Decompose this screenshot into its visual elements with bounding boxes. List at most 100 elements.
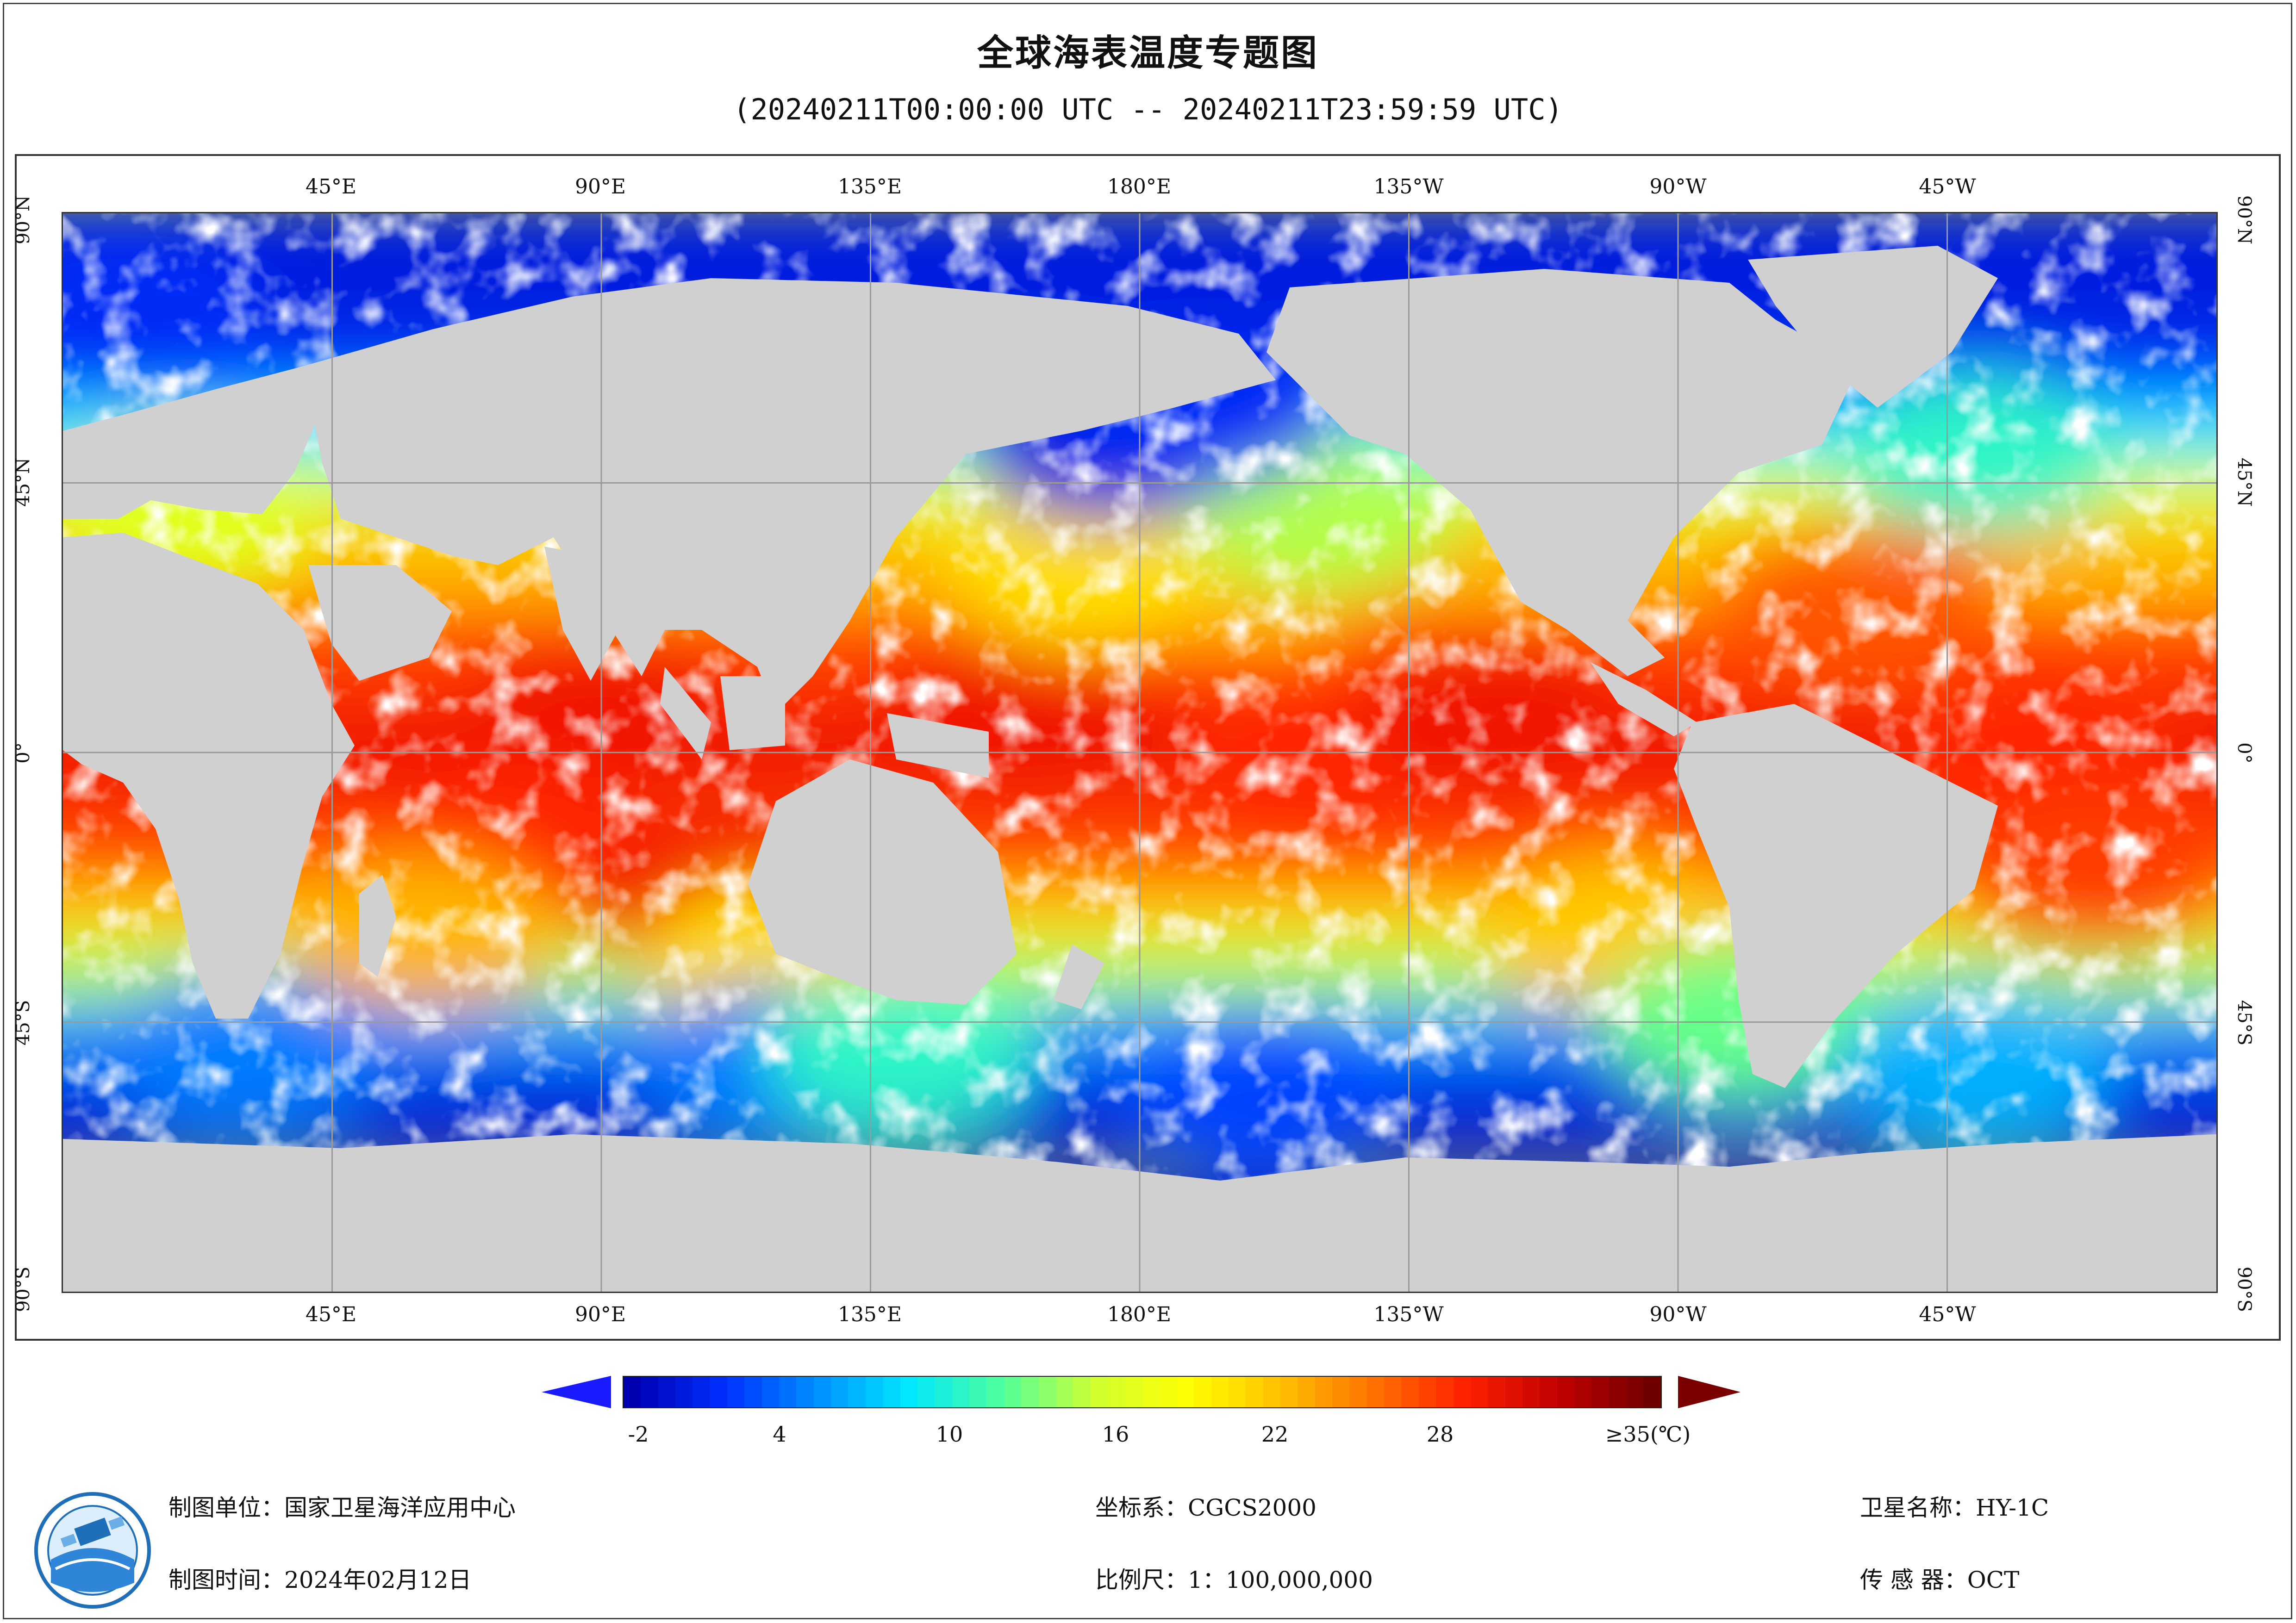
colorbar-cell (1280, 1377, 1298, 1407)
colorbar-cell (1211, 1377, 1229, 1407)
land-central-america (1591, 662, 1697, 736)
time-range-subtitle: (20240211T00:00:00 UTC -- 20240211T23:59… (733, 93, 1563, 126)
nsoas-logo (32, 1490, 153, 1611)
land-india (544, 547, 642, 681)
lat-label-right-45n: 45°N (2234, 458, 2255, 507)
colorbar-cell (624, 1377, 641, 1407)
colorbar-cell (986, 1377, 1004, 1407)
lon-label-bottom-90w: 90°W (1649, 1303, 1707, 1326)
colorbar-cell (1540, 1377, 1557, 1407)
colorbar-tick-minus2: -2 (628, 1422, 649, 1447)
land-japan (836, 454, 887, 565)
colorbar-cell (883, 1377, 900, 1407)
colorbar-cell (1073, 1377, 1091, 1407)
colorbar-cell (1107, 1377, 1125, 1407)
lon-label-top-90e: 90°E (574, 175, 626, 199)
colorbar-cell (1384, 1377, 1402, 1407)
colorbar-cell (1591, 1377, 1609, 1407)
lat-label-right-90n: 90°N (2234, 195, 2255, 244)
land-north-america (1267, 269, 1859, 676)
colorbar-cell (969, 1377, 987, 1407)
colorbar-cell (1366, 1377, 1385, 1407)
lon-label-bottom-90e: 90°E (574, 1303, 626, 1326)
colorbar-cell (675, 1377, 693, 1407)
land-europe (63, 366, 322, 519)
lat-label-left-45s: 45°S (12, 1000, 34, 1046)
colorbar-cell (761, 1377, 780, 1407)
colorbar-cell (1038, 1377, 1056, 1407)
colorbar-tick-28: 28 (1426, 1422, 1454, 1447)
lon-label-bottom-45e: 45°E (305, 1303, 357, 1326)
colorbar-cell (1159, 1377, 1177, 1407)
colorbar-cell (1470, 1377, 1488, 1407)
lat-label-left-45n: 45°N (12, 458, 34, 507)
lon-label-bottom-180: 180°E (1107, 1303, 1172, 1326)
colorbar-cell (935, 1377, 952, 1407)
colorbar-cell (1021, 1377, 1039, 1407)
lat-label-right-0: 0° (2234, 742, 2255, 764)
colorbar-cell (641, 1377, 658, 1407)
colorbar-cell (1124, 1377, 1142, 1407)
outer-frame (3, 3, 2292, 1619)
colorbar-cell (1194, 1377, 1211, 1407)
lon-label-bottom-135w: 135°W (1373, 1303, 1444, 1326)
land-madagascar (359, 875, 396, 977)
sst-map[interactable] (62, 212, 2218, 1293)
colorbar-cell (831, 1377, 849, 1407)
colorbar-cell (1332, 1377, 1350, 1407)
page-title: 全球海表温度专题图 (977, 32, 1319, 74)
colorbar-under-arrow (542, 1376, 611, 1408)
land-borneo (720, 676, 785, 750)
colorbar-over-arrow (1678, 1376, 1741, 1408)
colorbar-cell (848, 1377, 866, 1407)
colorbar-tick-16: 16 (1102, 1422, 1129, 1447)
sst-map-canvas (63, 213, 2216, 1292)
colorbar-cell (865, 1377, 883, 1407)
colorbar-cell (1229, 1377, 1246, 1407)
land-asia (304, 278, 1276, 713)
colorbar-cell (1453, 1377, 1471, 1407)
lat-label-left-90s: 90°S (12, 1266, 34, 1312)
lat-label-left-0: 0° (12, 742, 34, 764)
lon-label-top-45e: 45°E (305, 175, 357, 199)
colorbar-cell (1505, 1377, 1522, 1407)
land-new-zealand (1054, 945, 1104, 1009)
crs-label: 坐标系：CGCS2000 (1095, 1494, 1316, 1521)
lon-label-bottom-135e: 135°E (837, 1303, 902, 1326)
graticule (63, 213, 2216, 1292)
colorbar-cell (1055, 1377, 1073, 1407)
colorbar-cell (1574, 1377, 1592, 1407)
lon-label-top-45w: 45°W (1919, 175, 1976, 199)
colorbar-cell (1643, 1377, 1661, 1407)
colorbar-cell (1401, 1377, 1419, 1407)
colorbar-cell (917, 1377, 935, 1407)
colorbar-cell (1418, 1377, 1436, 1407)
date-label: 制图时间：2024年02月12日 (168, 1567, 472, 1593)
colorbar-cell (744, 1377, 762, 1407)
colorbar-cell (1142, 1377, 1160, 1407)
land-greenland (1748, 246, 1998, 408)
colorbar-tick-4: 4 (773, 1422, 786, 1447)
colorbar-cell (658, 1377, 676, 1407)
colorbar-cell (796, 1377, 814, 1407)
lon-label-top-180: 180°E (1107, 175, 1172, 199)
lat-label-right-45s: 45°S (2234, 1000, 2255, 1046)
colorbar-cell (727, 1377, 745, 1407)
lon-label-top-135e: 135°E (837, 175, 902, 199)
colorbar-cell (1263, 1377, 1281, 1407)
land-australia (748, 759, 1017, 1005)
colorbar-tick-22: 22 (1261, 1422, 1289, 1447)
colorbar-cell (1246, 1377, 1263, 1407)
colorbar-cell (693, 1377, 710, 1407)
land-sumatra (660, 667, 711, 759)
colorbar-tick-35: ≥35(℃) (1605, 1422, 1691, 1447)
colorbar-cell (813, 1377, 831, 1407)
land-new-guinea (887, 713, 989, 778)
producer-label: 制图单位：国家卫星海洋应用中心 (168, 1494, 516, 1521)
colorbar-cell (1488, 1377, 1505, 1407)
satellite-label: 卫星名称：HY-1C (1860, 1494, 2049, 1521)
land-africa (63, 533, 355, 1019)
lon-label-top-90w: 90°W (1649, 175, 1707, 199)
colorbar-cell (1609, 1377, 1626, 1407)
colorbar-cell (1315, 1377, 1333, 1407)
